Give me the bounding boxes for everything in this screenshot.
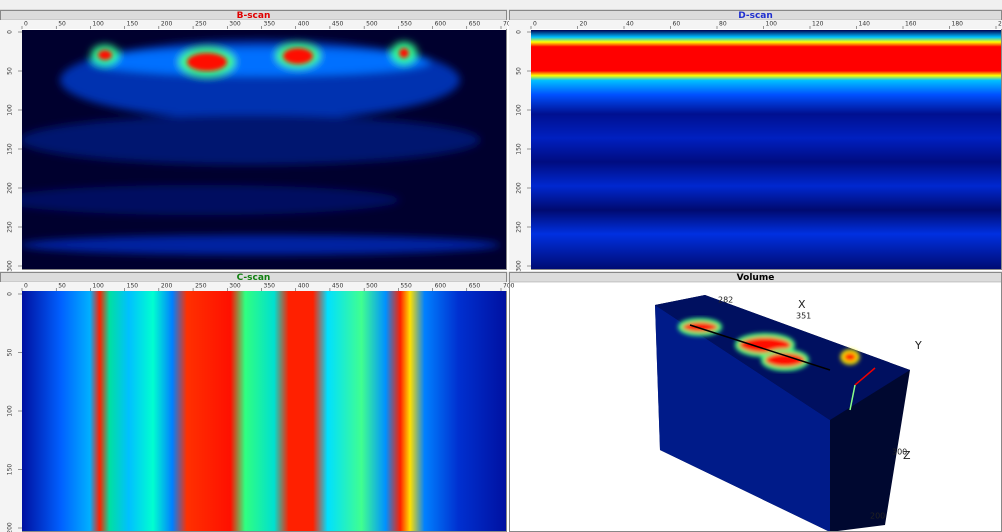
x-tick-label: 300 [229, 283, 241, 290]
volume-axis-label: X [798, 298, 806, 311]
x-tick-label: 60 [673, 21, 681, 28]
y-tick-label: 150 [7, 143, 14, 155]
volume-axis-label: 351 [796, 312, 811, 321]
x-tick-label: 200 [161, 283, 173, 290]
x-tick-label: 550 [400, 283, 412, 290]
x-tick-label: 650 [469, 21, 481, 28]
volume-axis-label: Z [903, 449, 911, 462]
x-tick-label: 0 [533, 21, 537, 28]
x-tick-label: 100 [92, 21, 104, 28]
x-tick-label: 40 [626, 21, 634, 28]
y-tick-label: 200 [516, 182, 523, 194]
volume-axis-label: Y [914, 339, 922, 352]
y-tick-label: 50 [7, 349, 14, 357]
x-tick-label: 150 [127, 21, 139, 28]
x-tick-label: 0 [24, 283, 28, 290]
x-tick-label: 450 [332, 283, 344, 290]
x-tick-label: 250 [195, 21, 207, 28]
y-tick-label: 0 [516, 30, 523, 34]
y-tick-label: 50 [7, 67, 14, 75]
panel-title: C-scan [237, 273, 271, 283]
x-tick-label: 200 [998, 21, 1002, 28]
x-tick-label: 250 [195, 283, 207, 290]
volume-axis-label: 200 [870, 512, 885, 521]
x-tick-label: 350 [264, 21, 276, 28]
x-tick-label: 350 [264, 283, 276, 290]
x-tick-label: 100 [766, 21, 778, 28]
x-tick-label: 20 [580, 21, 588, 28]
x-tick-label: 600 [435, 21, 447, 28]
x-ruler [0, 20, 507, 29]
y-tick-label: 50 [516, 67, 523, 75]
x-tick-label: 180 [952, 21, 964, 28]
x-tick-label: 140 [859, 21, 871, 28]
x-tick-label: 100 [92, 283, 104, 290]
x-tick-label: 120 [812, 21, 824, 28]
y-ruler [509, 20, 531, 270]
c-scan-image [22, 290, 507, 532]
x-tick-label: 0 [24, 21, 28, 28]
y-tick-label: 0 [7, 292, 14, 296]
y-tick-label: 0 [7, 30, 14, 34]
y-tick-label: 150 [7, 464, 14, 476]
x-tick-label: 650 [469, 283, 481, 290]
y-tick-label: 100 [516, 104, 523, 116]
panel-title: D-scan [738, 11, 773, 21]
x-tick-label: 700 [503, 283, 515, 290]
y-tick-label: 100 [7, 104, 14, 116]
x-tick-label: 300 [229, 21, 241, 28]
toolbar [0, 0, 1002, 10]
y-tick-label: 250 [7, 221, 14, 233]
x-tick-label: 80 [719, 21, 727, 28]
y-tick-label: 250 [516, 221, 523, 233]
x-tick-label: 400 [298, 283, 310, 290]
y-tick-label: 300 [516, 260, 523, 272]
volume-axis-label: 300 [892, 448, 907, 457]
x-tick-label: 160 [905, 21, 917, 28]
x-tick-label: 50 [58, 283, 66, 290]
x-ruler [509, 20, 1002, 29]
panel-title: Volume [737, 273, 775, 283]
x-tick-label: 600 [435, 283, 447, 290]
x-tick-label: 500 [366, 21, 378, 28]
panel-title: B-scan [237, 11, 271, 21]
y-tick-label: 300 [7, 260, 14, 272]
volume-render [509, 290, 1002, 532]
x-tick-label: 50 [58, 21, 66, 28]
x-tick-label: 400 [298, 21, 310, 28]
volume-axis-label: 282 [718, 296, 733, 305]
y-tick-label: 150 [516, 143, 523, 155]
x-tick-label: 550 [400, 21, 412, 28]
x-tick-label: 150 [127, 283, 139, 290]
x-tick-label: 200 [161, 21, 173, 28]
b-scan-image [0, 30, 507, 270]
y-ruler [0, 20, 22, 270]
x-tick-label: 700 [503, 21, 515, 28]
x-ruler [0, 282, 507, 291]
y-tick-label: 200 [7, 182, 14, 194]
x-tick-label: 450 [332, 21, 344, 28]
x-tick-label: 500 [366, 283, 378, 290]
y-tick-label: 200 [7, 522, 14, 532]
y-tick-label: 100 [7, 405, 14, 417]
y-ruler [0, 282, 22, 532]
d-scan-image [527, 30, 1002, 270]
